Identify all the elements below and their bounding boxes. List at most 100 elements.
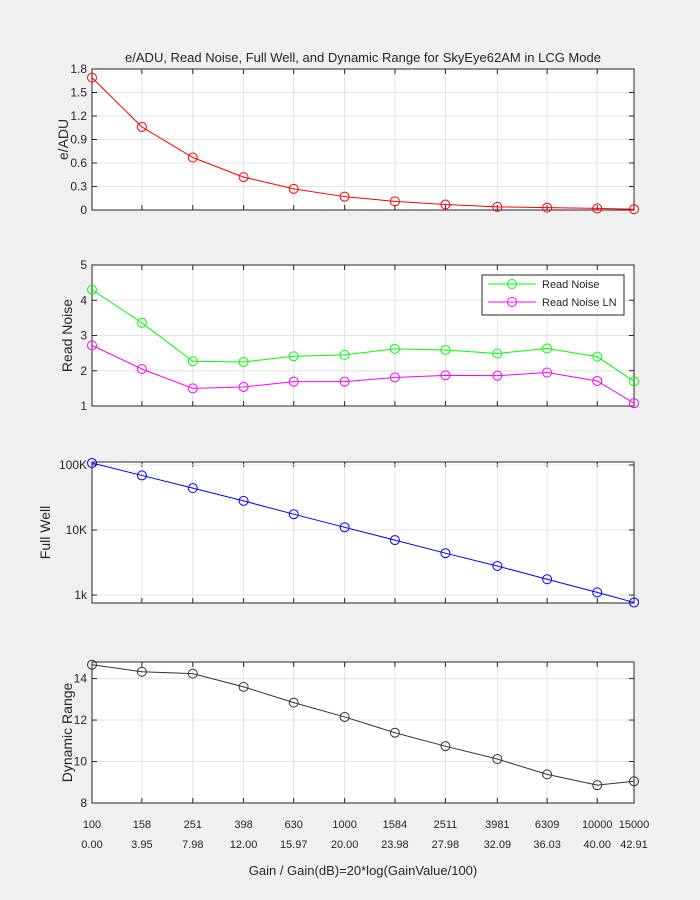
data-point bbox=[339, 349, 350, 360]
data-point bbox=[629, 597, 639, 608]
x-tick-label-gain: 2511 bbox=[434, 819, 458, 831]
plot-area bbox=[92, 662, 634, 803]
x-tick-label-gain: 1584 bbox=[383, 819, 407, 831]
data-point bbox=[629, 204, 639, 215]
y-tick-label: 8 bbox=[80, 796, 87, 810]
data-point bbox=[542, 343, 553, 354]
data-point bbox=[339, 522, 350, 533]
y-axis-label: Dynamic Range bbox=[59, 682, 75, 782]
data-point bbox=[187, 356, 198, 367]
data-point bbox=[187, 383, 198, 394]
legend-box bbox=[481, 274, 625, 316]
x-tick-label-gain: 100 bbox=[83, 819, 101, 831]
data-point bbox=[440, 548, 451, 559]
y-tick-label: 14 bbox=[74, 672, 88, 686]
data-point bbox=[492, 370, 503, 381]
axes-box bbox=[91, 461, 635, 604]
data-point bbox=[238, 172, 249, 183]
data-point bbox=[288, 509, 299, 520]
x-tick-label-gain: 398 bbox=[234, 819, 252, 831]
data-point bbox=[339, 711, 350, 722]
axes-box bbox=[91, 661, 635, 804]
data-point bbox=[542, 769, 553, 780]
legend-marker bbox=[507, 279, 517, 289]
data-point bbox=[238, 681, 249, 692]
data-point bbox=[288, 376, 299, 387]
data-point bbox=[629, 776, 639, 787]
data-point bbox=[187, 483, 198, 494]
y-tick-label: 0.6 bbox=[70, 156, 87, 170]
data-point bbox=[629, 398, 639, 409]
y-tick-label: 1k bbox=[74, 588, 88, 602]
data-point bbox=[592, 780, 603, 791]
data-point bbox=[629, 376, 639, 387]
x-tick-label-gain: 630 bbox=[285, 819, 303, 831]
x-tick-label-gain: 158 bbox=[133, 819, 151, 831]
x-axis-label: Gain / Gain(dB)=20*log(GainValue/100) bbox=[249, 863, 477, 878]
x-tick-label-db: 23.98 bbox=[381, 839, 409, 851]
x-tick-label-db: 3.95 bbox=[131, 839, 152, 851]
y-axis-label: e/ADU bbox=[55, 119, 71, 160]
axes-box bbox=[91, 264, 635, 407]
data-point bbox=[87, 340, 97, 351]
panel-1: 0 0.3 0.6 0.9 1.2 1.5 1.8 e/ADU bbox=[55, 62, 639, 217]
data-point bbox=[87, 284, 97, 295]
y-tick-label: 3 bbox=[80, 329, 87, 343]
data-point bbox=[542, 367, 553, 378]
legend-label: Read Noise LN bbox=[542, 297, 617, 309]
data-point bbox=[542, 202, 553, 213]
axes-box bbox=[91, 68, 635, 211]
x-tick-label-gain: 10000 bbox=[582, 819, 613, 831]
x-tick-label-db: 32.09 bbox=[484, 839, 512, 851]
x-tick-label-db: 0.00 bbox=[81, 839, 102, 851]
data-point bbox=[440, 344, 451, 355]
legend-marker bbox=[507, 297, 517, 307]
data-point bbox=[389, 727, 400, 738]
chart-title: e/ADU, Read Noise, Full Well, and Dynami… bbox=[125, 50, 601, 65]
y-axis-label: Read Noise bbox=[59, 299, 75, 372]
x-tick-label-gain: 251 bbox=[184, 819, 202, 831]
data-point bbox=[136, 317, 147, 328]
data-point bbox=[187, 668, 198, 679]
data-point bbox=[389, 372, 400, 383]
y-tick-label: 4 bbox=[80, 293, 87, 307]
x-tick-label-db: 15.97 bbox=[280, 839, 308, 851]
data-point bbox=[238, 381, 249, 392]
data-point bbox=[592, 587, 603, 598]
data-point bbox=[592, 375, 603, 386]
data-point bbox=[389, 196, 400, 207]
series-line bbox=[91, 289, 635, 382]
panel-3: 1k 10K 100K Full Well bbox=[37, 458, 639, 608]
series-line bbox=[91, 664, 635, 786]
data-point bbox=[238, 495, 249, 506]
data-point bbox=[389, 343, 400, 354]
legend: Read Noise Read Noise LN bbox=[481, 274, 625, 316]
x-tick-label-gain: 3981 bbox=[485, 819, 509, 831]
x-tick-label-db: 7.98 bbox=[182, 839, 203, 851]
data-point bbox=[136, 121, 147, 132]
y-tick-label: 12 bbox=[74, 713, 88, 727]
data-point bbox=[542, 574, 553, 585]
data-point bbox=[288, 697, 299, 708]
series-line bbox=[91, 462, 635, 603]
x-tick-label-gain: 6309 bbox=[535, 819, 559, 831]
y-tick-label: 10 bbox=[74, 755, 88, 769]
data-point bbox=[187, 152, 198, 163]
data-point bbox=[492, 348, 503, 359]
y-tick-label: 0.9 bbox=[70, 133, 87, 147]
series-line bbox=[91, 77, 635, 210]
y-tick-label: 100K bbox=[59, 458, 87, 472]
legend-label: Read Noise bbox=[542, 279, 599, 291]
series-line bbox=[91, 344, 635, 404]
x-tick-label-gain: 1000 bbox=[332, 819, 356, 831]
x-tick-label-db: 27.98 bbox=[432, 839, 460, 851]
data-point bbox=[87, 72, 97, 83]
y-tick-label: 2 bbox=[80, 364, 87, 378]
y-tick-label: 5 bbox=[80, 258, 87, 272]
y-axis-label: Full Well bbox=[37, 506, 53, 559]
data-point bbox=[339, 376, 350, 387]
x-tick-label-gain: 15000 bbox=[619, 819, 650, 831]
y-tick-label: 1.8 bbox=[70, 62, 87, 76]
data-point bbox=[592, 351, 603, 362]
